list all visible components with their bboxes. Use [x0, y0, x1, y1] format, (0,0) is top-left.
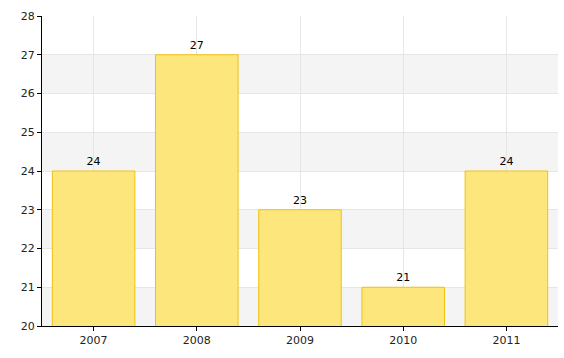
svg-text:26: 26 — [21, 87, 35, 100]
svg-text:22: 22 — [21, 242, 35, 255]
svg-text:2008: 2008 — [183, 334, 211, 347]
svg-text:20: 20 — [21, 320, 35, 333]
svg-text:24: 24 — [499, 155, 513, 168]
svg-text:21: 21 — [21, 281, 35, 294]
svg-text:25: 25 — [21, 126, 35, 139]
svg-text:2009: 2009 — [286, 334, 314, 347]
svg-text:24: 24 — [87, 155, 101, 168]
svg-text:2011: 2011 — [492, 334, 520, 347]
svg-text:23: 23 — [293, 194, 307, 207]
svg-text:24: 24 — [21, 165, 35, 178]
svg-text:28: 28 — [21, 10, 35, 23]
svg-text:2007: 2007 — [80, 334, 108, 347]
svg-text:2010: 2010 — [389, 334, 417, 347]
svg-text:21: 21 — [396, 271, 410, 284]
svg-text:23: 23 — [21, 204, 35, 217]
svg-text:27: 27 — [190, 39, 204, 52]
svg-text:27: 27 — [21, 49, 35, 62]
